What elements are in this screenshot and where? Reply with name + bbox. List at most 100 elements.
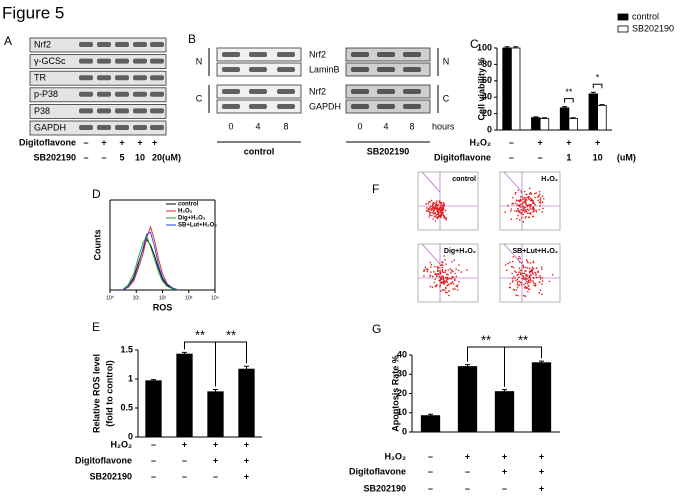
cell-dot	[444, 291, 447, 294]
cell-dot	[425, 268, 427, 270]
cell-dot	[541, 268, 543, 270]
cell-dot	[512, 256, 515, 258]
cell-dot	[447, 269, 449, 271]
x-tick-label: 10¹	[133, 295, 141, 301]
cell-dot	[512, 288, 515, 291]
cell-dot	[448, 294, 450, 297]
condition-label: SB202190	[89, 471, 132, 481]
time-label: 0	[228, 121, 233, 131]
blot-band	[351, 52, 369, 57]
histogram-line	[122, 234, 179, 291]
condition-value: +	[213, 455, 218, 465]
cell-dot	[518, 255, 521, 258]
cell-dot	[541, 293, 543, 296]
cell-dot	[513, 275, 515, 278]
cell-dot	[511, 277, 514, 280]
blot-band	[222, 67, 240, 72]
cell-dot	[525, 209, 527, 211]
cell-dot	[527, 285, 530, 287]
y-axis-label: (fold to control)	[104, 360, 114, 426]
treatment-value: –	[83, 137, 88, 147]
legend-label: control	[632, 11, 659, 21]
error-bar	[590, 91, 596, 94]
cell-dot	[518, 205, 521, 208]
condition-label: H₂O₂	[470, 137, 492, 147]
cell-dot	[532, 200, 534, 203]
error-bar	[151, 379, 156, 381]
cell-dot	[524, 202, 527, 204]
blot-band	[133, 125, 147, 130]
cell-dot	[522, 264, 524, 267]
blot-band	[222, 52, 240, 57]
cell-dot	[425, 207, 428, 209]
cell-dot	[444, 259, 446, 261]
histogram-line	[122, 225, 179, 291]
cell-dot	[518, 271, 520, 273]
blot-band	[403, 89, 421, 94]
cell-dot	[458, 280, 460, 283]
cell-dot	[522, 294, 525, 297]
cell-dot	[444, 276, 447, 279]
blot-band	[97, 75, 111, 81]
cell-dot	[437, 269, 440, 272]
cell-dot	[531, 208, 534, 210]
cell-dot	[435, 207, 437, 210]
cell-dot	[454, 272, 456, 275]
cell-dot	[513, 289, 516, 292]
cell-dot	[517, 294, 519, 297]
cell-dot	[528, 212, 530, 215]
cell-dot	[453, 259, 456, 262]
cell-dot	[539, 202, 542, 205]
cell-dot	[438, 200, 441, 202]
cell-dot	[435, 201, 437, 204]
blot-band	[377, 52, 395, 57]
cell-dot	[439, 272, 442, 274]
gate	[503, 171, 523, 193]
blot-band	[249, 89, 267, 94]
cell-dot	[431, 214, 433, 217]
cell-dot	[525, 282, 527, 284]
y-tick-label: 80	[482, 59, 492, 69]
condition-label: SB202190	[363, 483, 406, 493]
cell-dot	[442, 203, 445, 206]
bar	[597, 105, 607, 131]
cell-dot	[527, 277, 530, 279]
condition-value: +	[539, 466, 544, 476]
condition-value: +	[244, 455, 249, 465]
blot-band	[115, 75, 129, 81]
cell-dot	[516, 204, 518, 206]
blot-band	[249, 67, 267, 72]
blot-band	[97, 42, 111, 47]
cell-dot	[439, 284, 442, 287]
cell-dot	[532, 260, 535, 263]
bar	[531, 362, 552, 433]
cell-dot	[520, 216, 523, 219]
blot-band	[377, 104, 395, 109]
cell-dot	[524, 270, 526, 272]
cell-dot	[522, 206, 525, 209]
legend-label: H₂O₂	[178, 209, 193, 215]
cell-dot	[517, 214, 519, 217]
treatment-label: SB202190	[33, 152, 76, 162]
cell-dot	[525, 274, 528, 277]
error-bar	[465, 364, 470, 367]
cell-dot	[518, 276, 520, 278]
cell-dot	[531, 268, 533, 270]
cell-dot	[530, 213, 532, 215]
cell-dot	[440, 264, 442, 267]
cell-dot	[433, 215, 436, 218]
cell-dot	[510, 210, 512, 212]
cell-dot	[437, 266, 440, 269]
y-tick-label: 0	[128, 431, 133, 441]
cell-dot	[442, 205, 444, 208]
cell-dot	[540, 266, 543, 269]
bar	[457, 366, 478, 433]
cell-dot	[515, 279, 517, 282]
cell-dot	[514, 277, 516, 279]
cell-dot	[524, 206, 526, 209]
cell-dot	[538, 281, 541, 283]
cell-dot	[451, 276, 454, 279]
condition-value: –	[213, 471, 218, 481]
cell-dot	[449, 268, 452, 270]
cell-dot	[454, 278, 456, 281]
